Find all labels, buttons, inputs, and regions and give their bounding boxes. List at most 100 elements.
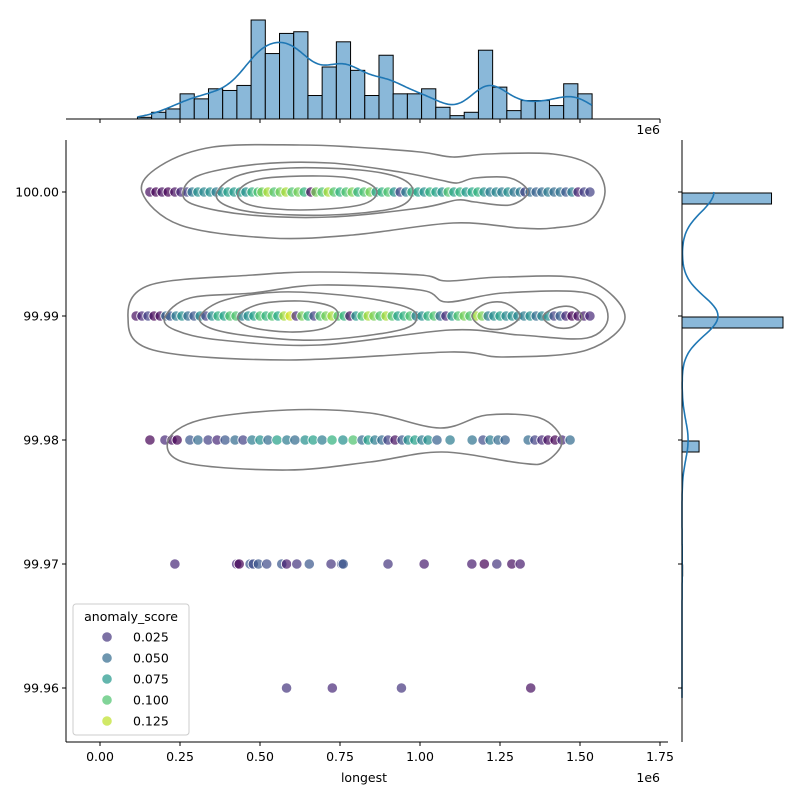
kde-contour-line [471,301,521,331]
histogram-bar [293,31,309,120]
x-tick-label: 1.50 [566,749,594,764]
histogram-bar [681,316,784,329]
kde-contour-line [127,271,626,361]
scatter-point [169,558,181,570]
scatter-point [337,558,349,570]
legend-label: 0.075 [133,672,169,687]
histogram-bar [548,105,565,120]
histogram-bar [506,110,522,120]
kde-contour-line [163,284,609,347]
x-offset-label: 1e6 [636,770,660,785]
scatter-point [233,558,245,570]
histogram-bar [364,95,380,120]
y-tick-label: 99.97 [23,557,59,572]
x-tick-label: 0.75 [326,749,354,764]
scatter-point [280,558,293,570]
right-kde-curve [681,191,719,698]
legend: anomaly_score 0.025 0.050 0.075 0.100 0.125 [72,603,190,736]
histogram-bar [421,88,437,120]
x-tick-label: 0.50 [246,749,274,764]
scatter-point [325,558,337,570]
kde-contour-line [182,161,529,219]
scatter-point [144,434,156,446]
scatter-point [491,558,503,570]
x-tick-label: 1.00 [406,749,434,764]
kde-contour-line [166,408,563,471]
scatter-point [525,682,537,694]
histogram-bar [477,49,494,120]
scatter-point [514,558,526,570]
histogram-bar [378,54,394,120]
scatter-point [289,434,301,446]
scatter-point [326,682,338,694]
histogram-bar [463,111,479,120]
kde-contour-line [140,143,606,240]
scatter-point [316,434,328,446]
histogram-bar [435,106,451,120]
scatter-point [326,434,338,446]
x-tick-label: 1.25 [486,749,514,764]
histogram-bar [264,53,281,120]
scatter-point [337,434,349,446]
legend-title: anomaly_score [84,609,178,624]
kde-contour-line [198,291,418,341]
x-tick-label: 1.75 [646,749,674,764]
right-marginal-histogram [678,140,784,742]
scatter-point [261,558,273,570]
scatter-point [280,682,293,694]
histogram-bar [307,95,323,120]
top-kde-curve [137,41,593,118]
histogram-bar [222,89,238,120]
x-tick-label: 0.25 [166,749,194,764]
legend-marker [101,673,113,685]
legend-marker [101,652,113,664]
scatter-point [171,434,183,446]
kde-contours [127,143,626,471]
scatter-point [192,434,204,446]
y-tick-label: 100.00 [15,185,59,200]
scatter-point [466,558,478,570]
histogram-bar [350,69,366,120]
histogram-bar [563,83,579,120]
histogram-bar [449,115,465,120]
scatter-point [466,434,478,446]
kde-contour-line [236,175,378,211]
histogram-bar [165,108,181,120]
axes: 0.00 0.25 0.50 0.75 1.00 1.25 1.50 1.75 100.00 99… [15,140,674,764]
histogram-bar [534,100,550,120]
legend-label: 0.100 [133,693,169,708]
scatter-point [418,558,430,570]
legend-marker [101,631,113,643]
legend-marker [101,715,113,727]
histogram-bar [406,93,423,120]
kde-contour-line [236,300,339,333]
scatter-point [478,558,490,570]
histogram-bar [681,440,700,453]
scatter-point [382,558,394,570]
legend-label: 0.025 [133,630,169,645]
scatter-point [291,558,303,570]
top-offset-label: 1e6 [636,122,660,137]
y-tick-label: 99.96 [23,681,59,696]
kde-contour-line [215,166,414,217]
scatter-point [564,434,576,446]
y-tick-label: 99.99 [23,309,59,324]
scatter-point [444,434,456,446]
legend-marker [101,694,113,706]
legend-label: 0.050 [133,651,169,666]
x-axis-label: longest [341,770,387,785]
x-tick-label: 0.00 [86,749,114,764]
y-tick-label: 99.98 [23,433,59,448]
legend-label: 0.125 [133,714,169,729]
histogram-bar [236,84,252,120]
histogram-bar [577,93,593,120]
scatter-points [130,186,596,694]
scatter-point [303,558,315,570]
histogram-bar [250,19,266,120]
scatter-point [395,682,408,694]
scatter-point [271,434,283,446]
kde-contour-line [542,305,583,330]
histogram-bar [335,41,352,120]
scatter-point [499,434,511,446]
